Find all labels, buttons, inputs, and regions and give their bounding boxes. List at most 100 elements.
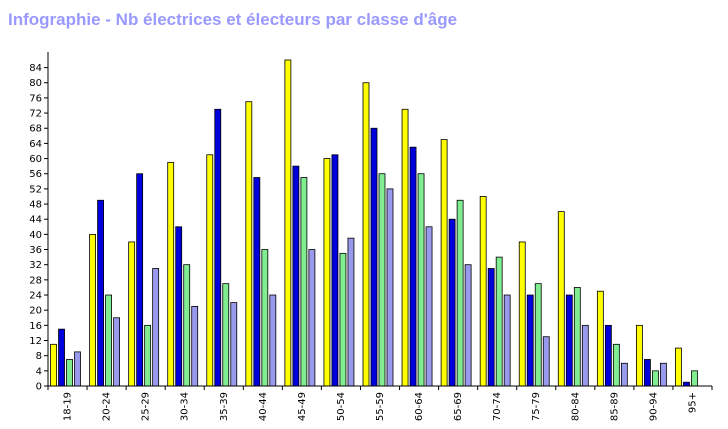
y-tick-label-24: 24	[29, 291, 42, 302]
bar-series-4-70-74	[503, 294, 511, 387]
bar-series-2-55-59	[370, 127, 378, 387]
bar-series-3-70-74	[495, 256, 503, 387]
bar-series-2-45-49	[292, 165, 300, 387]
y-tick-label-84: 84	[29, 63, 42, 74]
x-tick-label-25-29: 25-29	[141, 392, 152, 421]
bar-series-3-20-24	[105, 294, 112, 387]
y-tick-label-20: 20	[29, 306, 42, 317]
bar-series-3-90-94	[652, 370, 659, 387]
y-tick-label-72: 72	[29, 109, 42, 120]
bar-series-4-60-64	[425, 226, 433, 387]
bar-series-3-65-69	[456, 199, 464, 387]
bar-series-4-80-84	[581, 324, 589, 387]
axes-layer: 0481216202428323640444852566064687276808…	[29, 52, 713, 421]
y-tick-label-28: 28	[29, 275, 42, 286]
x-tick-label-95+: 95+	[687, 392, 698, 413]
bars-layer	[50, 59, 698, 387]
bar-series-2-35-39	[214, 108, 222, 387]
y-tick-label-12: 12	[29, 336, 42, 347]
bar-series-2-20-24	[97, 199, 104, 387]
x-tick-label-60-64: 60-64	[414, 392, 425, 421]
y-tick-label-76: 76	[29, 93, 42, 104]
x-tick-label-65-69: 65-69	[453, 392, 464, 421]
bar-series-1-20-24	[89, 233, 96, 387]
y-tick-label-40: 40	[29, 230, 42, 241]
bar-series-2-90-94	[644, 359, 651, 387]
bar-series-3-25-29	[144, 324, 152, 387]
bar-series-1-35-39	[206, 154, 214, 387]
bar-series-1-65-69	[440, 139, 448, 387]
y-tick-label-68: 68	[29, 124, 42, 135]
bar-series-1-45-49	[284, 59, 292, 387]
bar-series-4-75-79	[542, 336, 550, 387]
bar-series-1-18-19	[50, 343, 57, 387]
bar-series-3-18-19	[66, 359, 73, 387]
x-tick-label-55-59: 55-59	[375, 392, 386, 421]
bar-series-3-75-79	[534, 283, 542, 387]
y-tick-label-52: 52	[29, 184, 42, 195]
y-tick-label-16: 16	[29, 321, 42, 332]
y-tick-label-4: 4	[36, 366, 42, 377]
bar-series-4-45-49	[308, 249, 316, 387]
y-tick-label-32: 32	[29, 260, 42, 271]
bar-series-3-35-39	[222, 283, 230, 387]
x-tick-label-18-19: 18-19	[63, 392, 74, 421]
bar-series-2-40-44	[253, 177, 261, 387]
bar-series-2-65-69	[448, 218, 456, 387]
bar-series-4-20-24	[113, 317, 120, 387]
x-tick-label-20-24: 20-24	[102, 392, 113, 421]
x-tick-label-80-84: 80-84	[570, 392, 581, 421]
bar-series-4-25-29	[152, 268, 160, 387]
bar-series-4-50-54	[347, 237, 355, 387]
y-tick-label-64: 64	[29, 139, 42, 150]
bar-series-3-95+	[691, 370, 698, 387]
bar-series-2-75-79	[526, 294, 534, 387]
y-tick-label-0: 0	[36, 382, 42, 393]
bar-series-4-18-19	[74, 351, 81, 387]
bar-series-2-30-34	[175, 226, 183, 387]
bar-series-3-30-34	[183, 264, 191, 387]
x-tick-label-40-44: 40-44	[258, 392, 269, 421]
bar-series-3-80-84	[573, 287, 581, 387]
bar-series-1-30-34	[167, 161, 175, 387]
bar-series-4-40-44	[269, 294, 277, 387]
bar-series-4-55-59	[386, 188, 394, 387]
y-tick-label-36: 36	[29, 245, 42, 256]
bar-series-1-85-89	[596, 290, 604, 387]
bar-series-3-55-59	[378, 173, 386, 387]
bar-series-1-80-84	[557, 211, 565, 387]
y-tick-label-56: 56	[29, 169, 42, 180]
bar-series-4-65-69	[464, 264, 472, 387]
x-tick-label-50-54: 50-54	[336, 392, 347, 421]
bar-series-4-90-94	[660, 362, 667, 387]
y-tick-label-60: 60	[29, 154, 42, 165]
bar-series-3-50-54	[339, 252, 347, 387]
bar-series-2-80-84	[565, 294, 573, 387]
bar-series-1-60-64	[401, 108, 409, 387]
bar-series-4-35-39	[230, 302, 238, 387]
bar-series-1-25-29	[128, 241, 136, 387]
chart-title: Infographie - Nb électrices et électeurs…	[8, 10, 458, 29]
y-tick-label-8: 8	[36, 351, 42, 362]
x-tick-label-35-39: 35-39	[219, 392, 230, 421]
bar-series-1-70-74	[479, 196, 487, 387]
bar-series-3-85-89	[612, 343, 620, 387]
x-tick-label-45-49: 45-49	[297, 392, 308, 421]
bar-series-2-95+	[683, 381, 690, 387]
bar-series-4-30-34	[191, 305, 199, 387]
bar-series-2-70-74	[487, 268, 495, 387]
bar-series-1-50-54	[323, 158, 331, 387]
bar-series-2-18-19	[58, 328, 65, 387]
bar-series-4-85-89	[620, 362, 628, 387]
y-tick-label-80: 80	[29, 78, 42, 89]
bar-series-2-50-54	[331, 154, 339, 387]
bar-series-2-85-89	[604, 324, 612, 387]
x-tick-label-75-79: 75-79	[531, 392, 542, 421]
bar-series-1-40-44	[245, 101, 253, 387]
x-tick-label-70-74: 70-74	[492, 392, 503, 421]
bar-series-3-40-44	[261, 249, 269, 387]
bar-series-1-75-79	[518, 241, 526, 387]
bar-series-1-55-59	[362, 82, 370, 387]
bar-series-2-60-64	[409, 146, 417, 387]
